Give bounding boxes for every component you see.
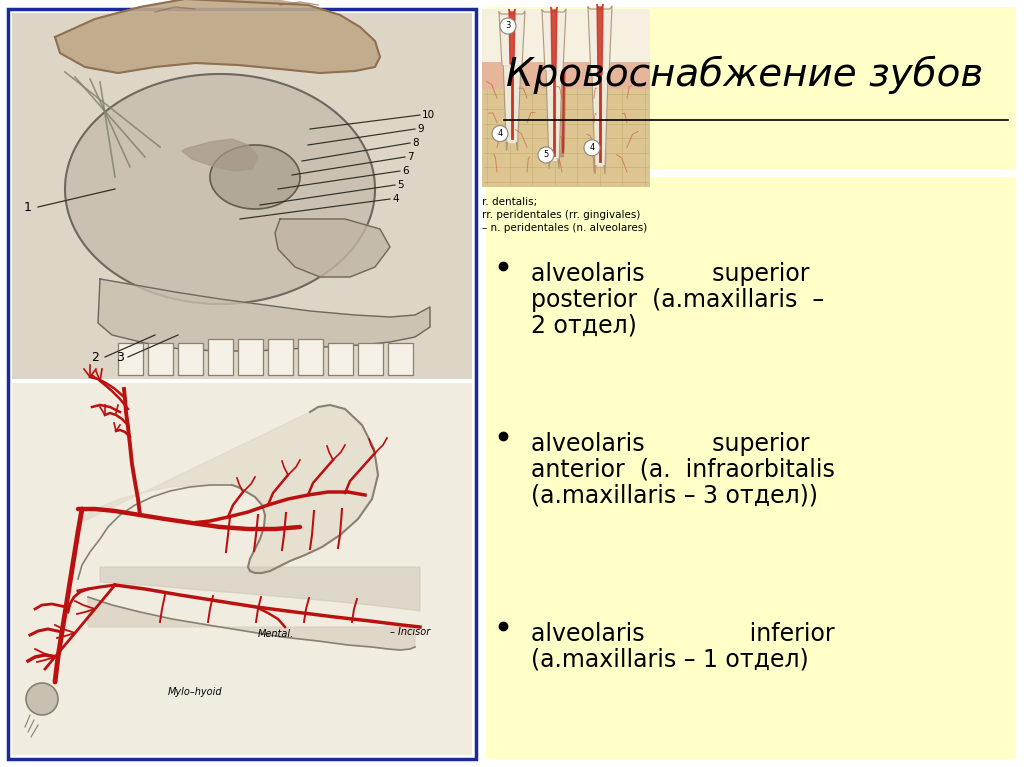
Bar bbox=[482, 9, 650, 62]
Polygon shape bbox=[100, 567, 420, 611]
Text: Кровоснабжение зубов: Кровоснабжение зубов bbox=[506, 56, 983, 94]
Bar bbox=[208, 339, 233, 375]
Polygon shape bbox=[509, 9, 515, 64]
Text: 3: 3 bbox=[116, 351, 124, 364]
Circle shape bbox=[584, 140, 600, 156]
Text: 2: 2 bbox=[91, 351, 99, 364]
Circle shape bbox=[538, 147, 554, 163]
Polygon shape bbox=[275, 219, 390, 277]
Text: 5: 5 bbox=[544, 150, 549, 160]
Text: 1: 1 bbox=[24, 201, 32, 214]
Text: 2 отдел): 2 отдел) bbox=[531, 314, 637, 338]
Text: (a.maxillaris – 3 отдел)): (a.maxillaris – 3 отдел)) bbox=[531, 484, 818, 508]
Text: (a.maxillaris – 1 отдел): (a.maxillaris – 1 отдел) bbox=[531, 648, 809, 672]
Polygon shape bbox=[182, 139, 258, 171]
Text: 9: 9 bbox=[417, 124, 424, 134]
Bar bbox=[486, 7, 1016, 169]
Circle shape bbox=[26, 683, 58, 715]
Bar bbox=[12, 383, 472, 755]
Bar bbox=[388, 343, 413, 375]
Bar bbox=[268, 339, 293, 375]
Text: posterior  (a.maxillaris  –: posterior (a.maxillaris – bbox=[531, 288, 824, 312]
Circle shape bbox=[492, 126, 508, 142]
Polygon shape bbox=[88, 597, 415, 650]
Bar bbox=[178, 343, 203, 375]
Bar bbox=[482, 89, 650, 187]
Text: 4: 4 bbox=[392, 194, 398, 204]
Polygon shape bbox=[546, 71, 562, 160]
Text: 4: 4 bbox=[590, 143, 595, 153]
Text: 3: 3 bbox=[505, 21, 511, 31]
Polygon shape bbox=[597, 4, 603, 74]
Text: r. dentalis;
rr. peridentales (rr. gingivales)
– n. peridentales (n. alveolares): r. dentalis; rr. peridentales (rr. gingi… bbox=[482, 197, 647, 232]
Bar bbox=[12, 13, 472, 379]
Polygon shape bbox=[80, 405, 378, 573]
Text: Mylo–hyoid: Mylo–hyoid bbox=[168, 687, 222, 697]
Text: alveolaris              inferior: alveolaris inferior bbox=[531, 622, 835, 646]
Text: – Incisor: – Incisor bbox=[390, 627, 430, 637]
Bar bbox=[148, 343, 173, 375]
Text: Mental.: Mental. bbox=[258, 629, 294, 639]
Bar bbox=[482, 9, 650, 187]
Bar bbox=[118, 343, 143, 375]
Polygon shape bbox=[210, 145, 300, 209]
Polygon shape bbox=[551, 7, 557, 69]
Text: 8: 8 bbox=[412, 138, 419, 148]
Bar bbox=[238, 339, 263, 375]
Text: 10: 10 bbox=[422, 110, 435, 120]
Polygon shape bbox=[98, 279, 430, 351]
Bar bbox=[328, 343, 353, 375]
Text: 5: 5 bbox=[397, 180, 403, 190]
Polygon shape bbox=[65, 74, 375, 304]
Text: alveolaris         superior: alveolaris superior bbox=[531, 262, 810, 286]
Bar bbox=[486, 177, 1016, 759]
Bar bbox=[482, 62, 650, 89]
Polygon shape bbox=[503, 66, 521, 143]
Polygon shape bbox=[588, 6, 612, 77]
Bar bbox=[298, 339, 323, 375]
Polygon shape bbox=[592, 77, 608, 166]
Bar bbox=[358, 343, 383, 375]
Text: 7: 7 bbox=[407, 152, 414, 162]
Polygon shape bbox=[542, 9, 566, 71]
Text: alveolaris         superior: alveolaris superior bbox=[531, 432, 810, 456]
Circle shape bbox=[500, 18, 516, 34]
Text: 6: 6 bbox=[402, 166, 409, 176]
Polygon shape bbox=[55, 0, 380, 73]
Text: anterior  (a.  infraorbitalis: anterior (a. infraorbitalis bbox=[531, 458, 835, 482]
Polygon shape bbox=[499, 11, 525, 66]
Bar bbox=[8, 9, 476, 759]
Text: 4: 4 bbox=[498, 129, 503, 138]
